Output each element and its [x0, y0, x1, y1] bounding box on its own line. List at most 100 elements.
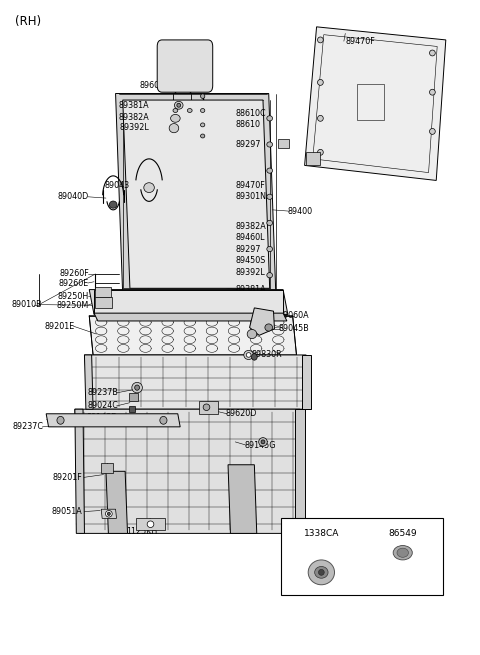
Ellipse shape [147, 521, 154, 527]
Text: 89237C: 89237C [13, 422, 44, 432]
Ellipse shape [397, 548, 408, 557]
Ellipse shape [203, 404, 210, 411]
Text: 86549: 86549 [388, 529, 417, 538]
Ellipse shape [108, 512, 110, 515]
Bar [136, 518, 165, 530]
Ellipse shape [132, 383, 143, 393]
Text: 89620D: 89620D [226, 409, 257, 419]
Text: 89010B: 89010B [11, 300, 42, 309]
Text: 89381A: 89381A [119, 101, 149, 110]
Ellipse shape [430, 128, 435, 134]
Ellipse shape [246, 352, 251, 357]
Bar [278, 139, 289, 148]
Text: 89148D: 89148D [87, 413, 118, 422]
Text: 89040D: 89040D [58, 193, 89, 201]
Ellipse shape [267, 272, 273, 278]
Polygon shape [116, 94, 276, 296]
Polygon shape [84, 355, 93, 409]
Ellipse shape [393, 546, 412, 560]
Ellipse shape [318, 37, 323, 43]
Ellipse shape [170, 115, 180, 122]
Text: 89400: 89400 [288, 207, 313, 215]
Text: 89297: 89297 [235, 140, 261, 149]
Polygon shape [305, 27, 446, 180]
Bar [101, 463, 113, 473]
Text: 89260F: 89260F [60, 269, 89, 278]
Ellipse shape [201, 94, 205, 98]
Ellipse shape [259, 438, 267, 446]
Ellipse shape [430, 50, 435, 56]
Bar [96, 297, 112, 308]
Ellipse shape [135, 385, 140, 390]
Bar [281, 518, 444, 595]
Ellipse shape [57, 417, 64, 424]
Text: 89145G: 89145G [245, 441, 276, 449]
Text: 89601A: 89601A [140, 81, 170, 90]
Text: 89201F: 89201F [52, 474, 82, 482]
Text: 89260E: 89260E [59, 278, 89, 288]
Bar [199, 401, 218, 414]
Text: 89460L: 89460L [235, 233, 264, 242]
Ellipse shape [109, 201, 117, 208]
Polygon shape [106, 472, 128, 533]
Ellipse shape [319, 569, 324, 575]
Text: 89830R: 89830R [252, 350, 283, 360]
Text: 89045B: 89045B [278, 324, 309, 333]
Ellipse shape [252, 354, 257, 360]
Polygon shape [250, 308, 275, 335]
Ellipse shape [267, 168, 273, 174]
Ellipse shape [267, 220, 273, 225]
Ellipse shape [265, 324, 273, 331]
Ellipse shape [247, 329, 257, 339]
Polygon shape [94, 313, 287, 321]
Text: 89470F: 89470F [235, 181, 265, 189]
Polygon shape [94, 290, 283, 313]
Ellipse shape [174, 102, 183, 109]
Polygon shape [75, 409, 84, 533]
Ellipse shape [169, 124, 179, 133]
Ellipse shape [267, 142, 273, 147]
Ellipse shape [261, 440, 265, 444]
Text: 89382A: 89382A [118, 113, 149, 122]
Ellipse shape [201, 109, 205, 113]
Text: 89024C: 89024C [87, 402, 118, 411]
Polygon shape [84, 355, 311, 409]
Ellipse shape [144, 183, 155, 193]
Text: 89051A: 89051A [51, 508, 82, 516]
Polygon shape [46, 414, 180, 427]
Ellipse shape [315, 567, 328, 578]
Text: 1338CA: 1338CA [304, 529, 339, 538]
Bar [306, 153, 321, 166]
Text: 89297: 89297 [235, 244, 261, 253]
Ellipse shape [318, 149, 323, 155]
Polygon shape [75, 409, 305, 533]
Ellipse shape [201, 134, 205, 138]
Ellipse shape [160, 417, 167, 424]
Bar [357, 84, 384, 120]
Text: 89381A: 89381A [235, 285, 266, 294]
Bar [129, 393, 138, 401]
Ellipse shape [308, 560, 335, 585]
Ellipse shape [267, 246, 273, 252]
Ellipse shape [318, 115, 323, 121]
Text: 89250H: 89250H [58, 291, 89, 301]
Ellipse shape [267, 194, 273, 199]
Polygon shape [295, 409, 305, 533]
FancyBboxPatch shape [157, 40, 213, 92]
Ellipse shape [267, 116, 273, 121]
Ellipse shape [430, 89, 435, 95]
Text: (RH): (RH) [15, 15, 41, 28]
Text: 89392L: 89392L [235, 268, 265, 277]
Polygon shape [101, 509, 117, 518]
Text: 89250M: 89250M [57, 301, 89, 310]
Text: 89392L: 89392L [120, 123, 149, 132]
Text: 89060A: 89060A [278, 311, 309, 320]
Polygon shape [89, 316, 297, 355]
Ellipse shape [177, 103, 180, 107]
Ellipse shape [173, 109, 178, 113]
Ellipse shape [106, 510, 112, 517]
Text: 89301N: 89301N [235, 193, 266, 201]
Polygon shape [89, 290, 288, 314]
Text: 89470F: 89470F [345, 37, 375, 46]
Text: 89201E: 89201E [45, 322, 75, 331]
